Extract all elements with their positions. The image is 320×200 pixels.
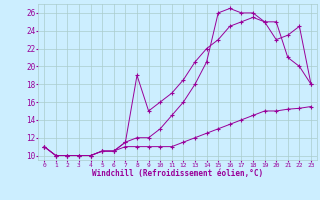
X-axis label: Windchill (Refroidissement éolien,°C): Windchill (Refroidissement éolien,°C) — [92, 169, 263, 178]
